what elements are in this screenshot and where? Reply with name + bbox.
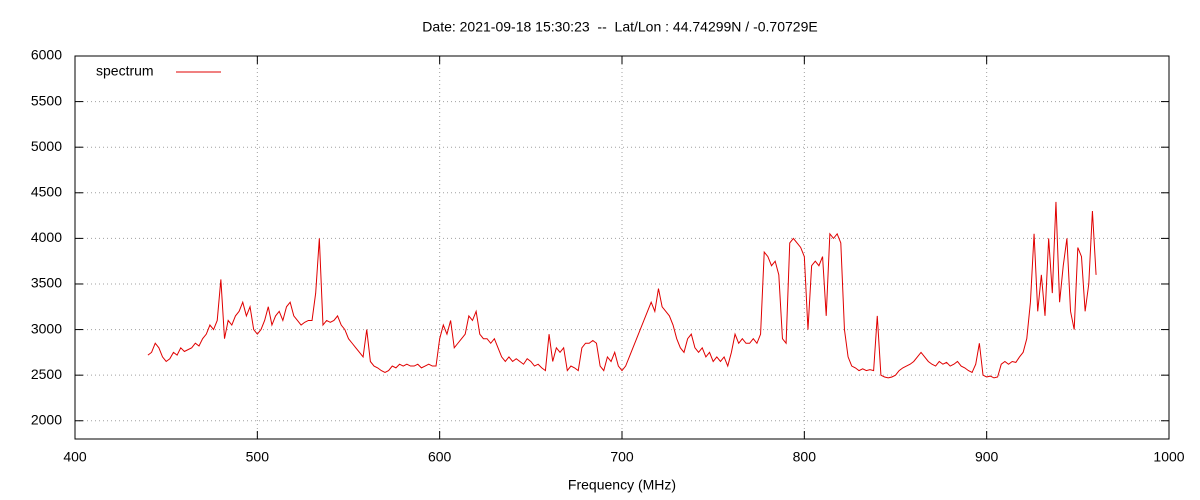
legend-label: spectrum xyxy=(96,63,154,79)
y-tick-label: 3000 xyxy=(31,320,62,336)
y-tick-label: 4500 xyxy=(31,183,62,199)
x-tick-label: 800 xyxy=(793,449,817,465)
x-tick-label: 1000 xyxy=(1153,449,1184,465)
y-tick-label: 5500 xyxy=(31,92,62,108)
data-line xyxy=(147,201,1097,379)
x-tick-label: 600 xyxy=(428,449,452,465)
x-tick-label: 500 xyxy=(246,449,270,465)
plot-frame xyxy=(74,55,1170,440)
x-tick-label: 900 xyxy=(975,449,999,465)
y-tick-label: 2000 xyxy=(31,411,62,427)
y-tick-label: 5000 xyxy=(31,138,62,154)
y-tick-label: 4000 xyxy=(31,229,62,245)
x-axis-label: Frequency (MHz) xyxy=(568,477,676,493)
y-tick-label: 6000 xyxy=(31,47,62,63)
chart-title: Date: 2021-09-18 15:30:23 -- Lat/Lon : 4… xyxy=(422,19,817,35)
y-tick-label: 2500 xyxy=(31,366,62,382)
x-tick-label: 700 xyxy=(610,449,634,465)
y-tick-label: 3500 xyxy=(31,275,62,291)
x-tick-label: 400 xyxy=(63,449,87,465)
